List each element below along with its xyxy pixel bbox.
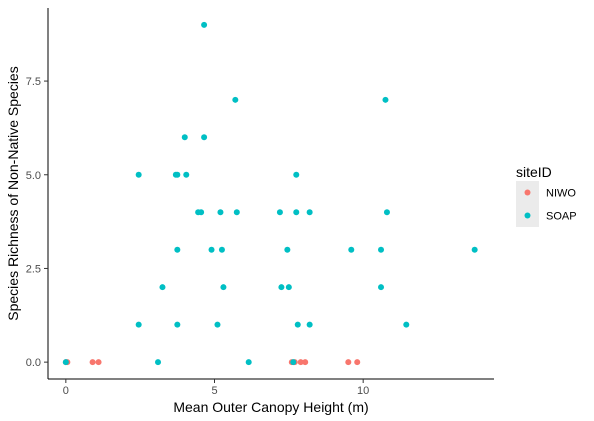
legend-marker-niwo (524, 189, 531, 196)
point-soap (174, 246, 181, 253)
point-soap (306, 321, 313, 328)
point-soap (183, 171, 190, 178)
point-soap (198, 209, 205, 216)
point-soap (293, 209, 300, 216)
point-soap (135, 171, 142, 178)
point-soap (233, 209, 240, 216)
point-niwo (95, 359, 102, 366)
x-tick-label: 10 (357, 385, 369, 397)
y-tick-label: 2.5 (26, 263, 41, 275)
legend-label-niwo: NIWO (546, 188, 576, 200)
point-soap (232, 96, 239, 103)
point-soap (218, 246, 225, 253)
point-soap (201, 21, 208, 28)
x-tick-label: 5 (211, 385, 217, 397)
y-axis-title: Species Richness of Non-Native Species (5, 66, 21, 320)
point-niwo (297, 359, 304, 366)
point-soap (155, 359, 162, 366)
point-soap (284, 246, 291, 253)
point-soap (217, 209, 224, 216)
x-tick-label: 0 (63, 385, 69, 397)
point-niwo (302, 359, 309, 366)
point-soap (383, 209, 390, 216)
point-soap (174, 321, 181, 328)
point-soap (181, 134, 188, 141)
x-axis-ticks: 0 5 10 (63, 379, 369, 397)
point-niwo (354, 359, 361, 366)
legend-title: siteID (516, 164, 552, 180)
point-soap (201, 134, 208, 141)
legend: siteID NIWO SOAP (516, 164, 577, 227)
legend-entries: NIWO SOAP (516, 181, 577, 227)
legend-label-soap: SOAP (546, 211, 577, 223)
point-soap (174, 171, 181, 178)
point-soap (306, 209, 313, 216)
point-soap (403, 321, 410, 328)
point-niwo (89, 359, 96, 366)
point-soap (378, 246, 385, 253)
point-soap (208, 246, 215, 253)
point-soap (278, 284, 285, 291)
point-soap (159, 284, 166, 291)
point-soap (471, 246, 478, 253)
point-soap (294, 321, 301, 328)
y-tick-label: 7.5 (26, 76, 41, 88)
point-soap (285, 284, 292, 291)
point-soap (135, 321, 142, 328)
point-soap (378, 284, 385, 291)
point-soap (382, 96, 389, 103)
legend-marker-soap (524, 212, 531, 219)
y-axis-ticks: 0.0 2.5 5.0 7.5 (26, 76, 48, 369)
point-soap (220, 284, 227, 291)
point-soap (276, 209, 283, 216)
point-soap (214, 321, 221, 328)
x-axis-title: Mean Outer Canopy Height (m) (173, 399, 368, 415)
point-niwo (345, 359, 352, 366)
points-layer (62, 21, 478, 366)
y-tick-label: 5.0 (26, 170, 41, 182)
point-soap (62, 359, 69, 366)
y-tick-label: 0.0 (26, 357, 41, 369)
point-soap (293, 171, 300, 178)
point-soap (245, 359, 252, 366)
point-soap (348, 246, 355, 253)
point-soap (290, 359, 297, 366)
